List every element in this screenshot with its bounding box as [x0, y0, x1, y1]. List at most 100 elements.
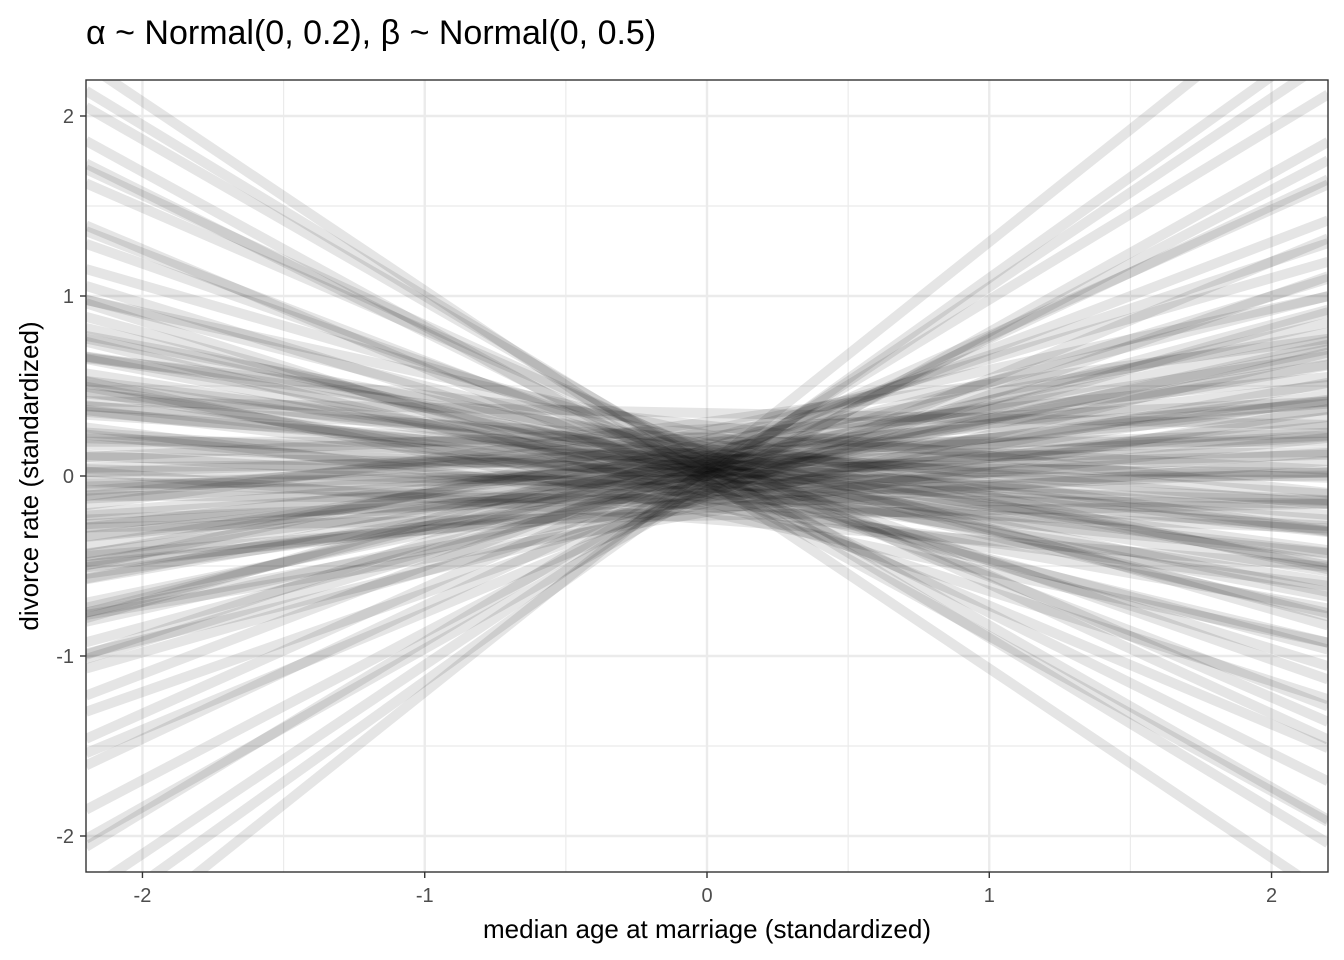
prior-line — [86, 429, 1328, 559]
prior-line — [86, 339, 1328, 627]
prior-line — [86, 271, 1328, 717]
prior-line — [86, 476, 1328, 534]
prior-line — [86, 136, 1328, 827]
y-tick-label: 0 — [63, 466, 74, 488]
prior-line — [86, 430, 1328, 504]
prior-line — [86, 295, 1328, 575]
prior-line — [86, 401, 1328, 475]
prior-line — [86, 360, 1328, 585]
prior-line — [86, 155, 1328, 815]
prior-line — [86, 422, 1328, 591]
prior-line — [101, 80, 1303, 872]
prior-line — [86, 411, 1328, 573]
y-axis-title: divorce rate (standardized) — [14, 321, 44, 630]
prior-line — [86, 238, 1328, 660]
prior-line — [86, 159, 1328, 786]
prior-line — [86, 347, 1328, 659]
prior-line — [190, 80, 1201, 872]
x-tick-label: -2 — [134, 885, 152, 907]
x-tick-label: 0 — [701, 885, 712, 907]
prior-line — [86, 386, 1328, 587]
prior-line — [86, 376, 1328, 648]
x-tick-label: -1 — [416, 885, 434, 907]
prior-line — [86, 298, 1328, 704]
prior-line — [86, 372, 1328, 501]
prior-line — [86, 381, 1328, 614]
prior-line — [86, 400, 1328, 538]
prior-line — [86, 398, 1328, 496]
prior-line — [86, 179, 1328, 744]
prior-line — [86, 336, 1328, 584]
prior-line — [86, 390, 1328, 559]
y-tick-label: 1 — [63, 286, 74, 308]
prior-line — [86, 420, 1328, 542]
prior-line — [86, 264, 1328, 631]
prior-line — [86, 455, 1328, 561]
prior-line — [86, 233, 1328, 758]
prior-line — [86, 432, 1328, 570]
prior-line — [86, 359, 1328, 568]
prior-line — [86, 331, 1328, 571]
prior-line — [86, 379, 1328, 533]
prior-line — [86, 427, 1328, 525]
prior-line — [86, 446, 1328, 473]
prior-line — [86, 226, 1328, 712]
prior-line — [86, 215, 1328, 701]
x-axis-title: median age at marriage (standardized) — [483, 914, 931, 944]
prior-line — [86, 433, 1328, 483]
prior-lines-layer — [86, 80, 1328, 872]
prior-line — [86, 351, 1328, 568]
prior-line — [86, 174, 1328, 770]
prior-line — [86, 351, 1328, 536]
prior-line — [86, 409, 1328, 499]
prior-line — [86, 336, 1328, 648]
x-tick-label: 2 — [1266, 885, 1277, 907]
prior-line — [86, 294, 1328, 622]
prior-line — [86, 353, 1328, 498]
prior-line — [86, 427, 1328, 478]
prior-line — [86, 256, 1328, 624]
chart-title: α ~ Normal(0, 0.2), β ~ Normal(0, 0.5) — [86, 14, 657, 52]
prior-line — [86, 137, 1328, 844]
prior-line — [86, 333, 1328, 597]
prior-line — [86, 498, 1328, 533]
prior-line — [86, 388, 1328, 510]
prior-line — [86, 273, 1328, 664]
prior-line — [86, 466, 1328, 572]
prior-line — [86, 333, 1328, 511]
prior-line — [86, 307, 1328, 674]
prior-line — [86, 178, 1328, 727]
prior-line — [86, 467, 1328, 525]
prior-line — [86, 439, 1328, 506]
prior-line — [86, 396, 1328, 462]
grid-major — [86, 80, 1328, 872]
prior-line — [86, 327, 1328, 560]
y-tick-label: -1 — [56, 646, 74, 668]
prior-line — [86, 405, 1328, 519]
y-tick-label: -2 — [56, 826, 74, 848]
prior-line — [86, 375, 1328, 537]
prior-line — [86, 102, 1328, 825]
prior-line — [86, 464, 1328, 506]
prior-line — [86, 449, 1328, 492]
prior-line — [86, 220, 1328, 753]
prior-line — [86, 470, 1328, 489]
prior-line — [86, 452, 1328, 479]
prior-line — [148, 80, 1276, 872]
prior-line — [86, 317, 1328, 613]
prior-line — [86, 490, 1328, 509]
prior-line — [86, 164, 1328, 745]
y-axis: -2 -1 0 1 2 — [56, 106, 86, 848]
y-tick-label: 2 — [63, 106, 74, 128]
prior-line — [86, 377, 1328, 618]
prior-line — [86, 350, 1328, 551]
prior-line — [86, 378, 1328, 556]
prior-line — [86, 90, 1328, 852]
prior-line — [86, 312, 1328, 655]
prior-line — [86, 291, 1328, 618]
prior-line — [86, 86, 1328, 848]
prior-line — [86, 354, 1328, 602]
prior-line — [86, 405, 1328, 558]
prior-line — [86, 344, 1328, 608]
